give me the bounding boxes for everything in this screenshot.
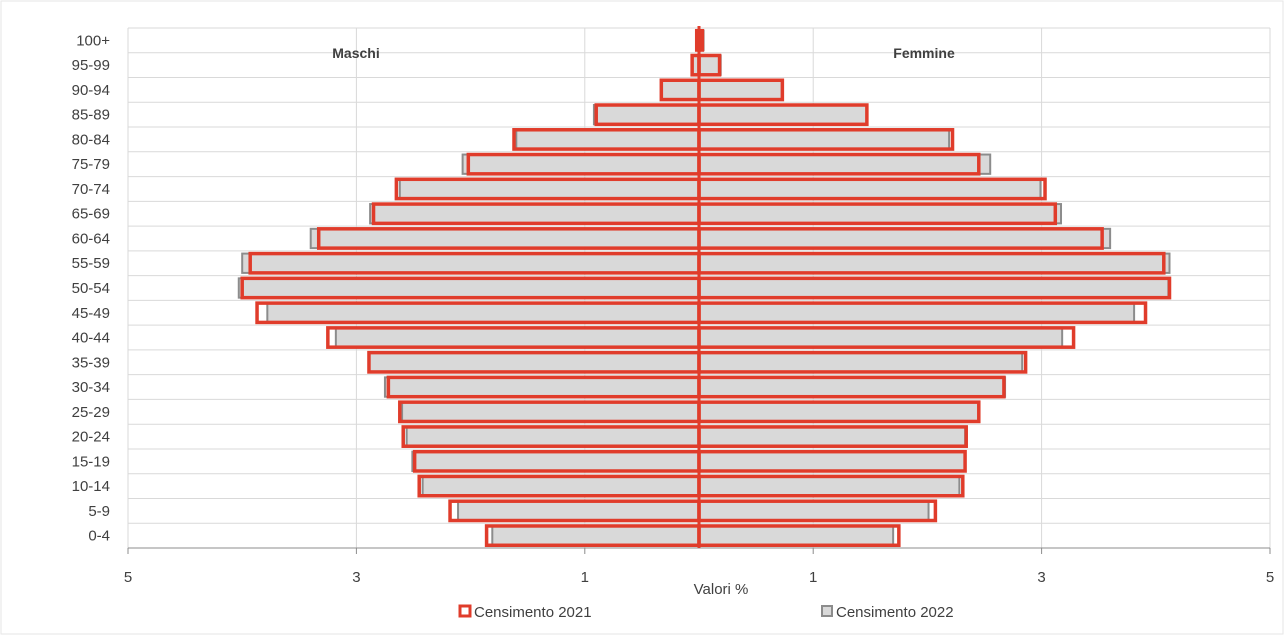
x-tick-label: 5 bbox=[124, 569, 132, 586]
bar-2022-maschi[interactable] bbox=[367, 351, 700, 373]
y-tick-label: 0-4 bbox=[88, 528, 110, 545]
y-tick-label: 35-39 bbox=[72, 354, 110, 371]
bar-2022-femmine[interactable] bbox=[698, 376, 1007, 398]
bars bbox=[237, 28, 1172, 548]
legend-swatch-2021 bbox=[458, 604, 472, 618]
legend-swatch-2022 bbox=[821, 605, 833, 617]
bar-2022-femmine[interactable] bbox=[698, 54, 722, 76]
y-tick-label: 40-44 bbox=[72, 330, 110, 347]
bar-2022-maschi[interactable] bbox=[491, 524, 700, 547]
bar-2022-maschi[interactable] bbox=[266, 302, 700, 324]
x-tick-label: 3 bbox=[1037, 569, 1045, 586]
y-tick-label: 95-99 bbox=[72, 57, 110, 74]
y-tick-label: 5-9 bbox=[88, 503, 110, 520]
y-tick-label: 55-59 bbox=[72, 255, 110, 272]
bar-2022-maschi[interactable] bbox=[405, 425, 700, 448]
y-tick-label: 70-74 bbox=[72, 181, 110, 198]
y-tick-label: 45-49 bbox=[72, 305, 110, 322]
legend-item-censimento-2021[interactable]: Censimento 2021 bbox=[458, 604, 592, 621]
y-tick-label: 20-24 bbox=[72, 429, 110, 446]
x-tick-label: 5 bbox=[1266, 569, 1274, 586]
left-title-maschi: Maschi bbox=[332, 45, 379, 61]
bar-2022-maschi[interactable] bbox=[237, 277, 701, 299]
y-tick-label: 85-89 bbox=[72, 107, 110, 124]
bar-2022-femmine[interactable] bbox=[698, 475, 961, 497]
bar-2022-femmine[interactable] bbox=[698, 227, 1112, 250]
y-tick-label: 50-54 bbox=[72, 280, 110, 297]
bar-2022-femmine[interactable] bbox=[698, 425, 967, 448]
bar-2022-femmine[interactable] bbox=[698, 128, 951, 151]
y-tick-label: 10-14 bbox=[72, 478, 110, 495]
bar-2022-femmine[interactable] bbox=[698, 252, 1171, 274]
right-title-femmine: Femmine bbox=[893, 45, 955, 61]
legend-item-censimento-2022[interactable]: Censimento 2022 bbox=[821, 604, 954, 621]
y-tick-label: 100+ bbox=[76, 32, 110, 49]
y-tick-label: 30-34 bbox=[72, 379, 110, 396]
bar-2022-femmine[interactable] bbox=[698, 79, 784, 101]
bar-2022-maschi[interactable] bbox=[401, 401, 700, 423]
bar-2022-maschi[interactable] bbox=[241, 252, 700, 274]
bar-2022-maschi[interactable] bbox=[461, 153, 700, 175]
bar-2022-femmine[interactable] bbox=[698, 524, 895, 547]
bar-2022-maschi[interactable] bbox=[398, 178, 700, 200]
bar-2022-maschi[interactable] bbox=[421, 475, 700, 497]
bar-2022-maschi[interactable] bbox=[411, 450, 700, 472]
x-tick-label: 3 bbox=[352, 569, 360, 586]
y-tick-label: 90-94 bbox=[72, 82, 110, 99]
bar-2022-femmine[interactable] bbox=[698, 500, 930, 522]
y-tick-label: 15-19 bbox=[72, 453, 110, 470]
bar-2022-femmine[interactable] bbox=[698, 203, 1063, 225]
bar-2022-maschi[interactable] bbox=[660, 79, 701, 101]
bar-2022-femmine[interactable] bbox=[698, 401, 980, 423]
bar-2022-femmine[interactable] bbox=[698, 326, 1064, 349]
axes: 5 3 1 1 3 5 100+ 95-99 90-94 85-89 80-84 75-79 70-74… bbox=[72, 26, 1274, 586]
bar-2022-maschi[interactable] bbox=[369, 203, 700, 225]
bar-2022-maschi[interactable] bbox=[592, 104, 700, 126]
bar-2022-femmine[interactable] bbox=[698, 178, 1042, 200]
y-tick-label: 60-64 bbox=[72, 230, 110, 247]
bar-2022-femmine[interactable] bbox=[698, 153, 992, 175]
bar-2022-maschi[interactable] bbox=[309, 227, 700, 250]
legend-label-2022: Censimento 2022 bbox=[836, 604, 954, 621]
y-tick-label: 75-79 bbox=[72, 156, 110, 173]
bar-2022-femmine[interactable] bbox=[698, 351, 1024, 373]
bar-2022-femmine[interactable] bbox=[698, 302, 1136, 324]
y-tick-label: 65-69 bbox=[72, 206, 110, 223]
bar-2022-maschi[interactable] bbox=[515, 128, 701, 151]
x-tick-label: 1 bbox=[809, 569, 817, 586]
bar-2022-femmine[interactable] bbox=[698, 104, 868, 126]
bar-2022-maschi[interactable] bbox=[457, 500, 700, 522]
x-tick-label: 1 bbox=[581, 569, 589, 586]
x-axis-label: Valori % bbox=[694, 581, 749, 598]
bar-2022-maschi[interactable] bbox=[334, 326, 700, 349]
y-tick-label: 80-84 bbox=[72, 131, 110, 148]
legend: Censimento 2021 Censimento 2022 bbox=[458, 604, 954, 621]
legend-label-2021: Censimento 2021 bbox=[474, 604, 592, 621]
y-tick-label: 25-29 bbox=[72, 404, 110, 421]
bar-2022-femmine[interactable] bbox=[698, 277, 1170, 299]
bar-2022-femmine[interactable] bbox=[698, 450, 967, 472]
bar-2022-maschi[interactable] bbox=[383, 376, 700, 398]
